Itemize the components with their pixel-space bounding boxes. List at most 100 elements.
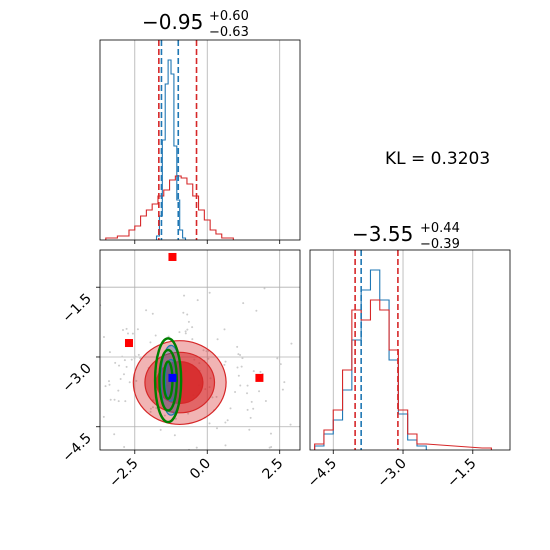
- scatter-point-24: [133, 357, 136, 360]
- scatter-point-125: [113, 433, 116, 436]
- scatter-point-87: [211, 396, 214, 399]
- hist-y-panel: −4.5 −3.0 −1.5: [305, 249, 511, 491]
- scatter-point-41: [126, 332, 129, 335]
- scatter-point-8: [205, 350, 208, 353]
- scatter-point-58: [208, 422, 211, 425]
- scatter-point-146: [246, 408, 249, 411]
- scatter-point-77: [61, 447, 63, 449]
- scatter-point-14: [109, 398, 112, 401]
- scatter-point-92: [139, 357, 142, 360]
- scatter-point-42: [102, 336, 105, 339]
- scatter-point-116: [113, 398, 116, 401]
- scatter-point-149: [239, 353, 242, 356]
- scatter-point-106: [249, 416, 252, 419]
- scatter-point-23: [184, 330, 187, 333]
- scatter-point-5: [195, 446, 198, 449]
- scatter-point-0: [117, 400, 120, 403]
- scatter-point-60: [240, 365, 243, 368]
- scatter-point-56: [279, 363, 282, 366]
- green-contour-0: [153, 337, 183, 424]
- scatter-point-76: [145, 309, 148, 312]
- scatter-point-99: [202, 349, 205, 352]
- scatter-xtick-label-2: 2.5: [259, 456, 286, 483]
- hist-x-title: −0.95 +0.60 −0.63: [142, 9, 249, 40]
- scatter-point-44: [264, 399, 267, 402]
- scatter-point-145: [255, 309, 258, 312]
- scatter-point-105: [173, 453, 175, 455]
- scatter-point-122: [167, 335, 170, 338]
- scatter-point-84: [246, 392, 249, 395]
- scatter-point-32: [215, 427, 218, 430]
- scatter-point-147: [215, 395, 218, 398]
- scatter-point-155: [236, 366, 239, 369]
- scatter-point-144: [137, 353, 140, 356]
- scatter-panel: −2.5 0.0 2.5 −1.5 −3.0 −4.5: [59, 249, 303, 513]
- scatter-point-143: [117, 389, 120, 392]
- scatter-point-2: [108, 383, 111, 386]
- scatter-point-46: [125, 365, 128, 368]
- scatter-point-114: [259, 370, 262, 373]
- scatter-point-45: [68, 280, 70, 282]
- scatter-point-113: [104, 385, 107, 388]
- hist-y-xtick-label-1: −3.0: [374, 456, 409, 491]
- scatter-point-115: [172, 481, 174, 483]
- scatter-point-53: [163, 414, 166, 417]
- scatter-point-4: [130, 358, 133, 361]
- scatter-inner: [61, 280, 303, 513]
- scatter-point-72: [149, 407, 152, 410]
- scatter-point-57: [301, 369, 303, 371]
- hist-x-title-sup: +0.60: [209, 9, 249, 24]
- hist-x-series-1: [105, 175, 234, 240]
- scatter-point-100: [81, 395, 83, 397]
- scatter-point-123: [187, 320, 190, 323]
- scatter-point-3: [268, 446, 271, 449]
- scatter-point-12: [72, 352, 74, 354]
- scatter-point-133: [223, 328, 226, 331]
- hist-y-series-0: [314, 269, 427, 450]
- scatter-point-33: [114, 361, 117, 364]
- hist-y-title-sup: +0.44: [420, 221, 460, 236]
- scatter-point-48: [226, 419, 229, 422]
- hist-y-title-sub: −0.39: [420, 237, 460, 252]
- scatter-point-140: [124, 400, 127, 403]
- green-contour-1: [158, 348, 179, 412]
- scatter-point-79: [229, 407, 232, 410]
- scatter-point-80: [123, 359, 126, 362]
- scatter-point-63: [151, 312, 154, 315]
- scatter-point-40: [237, 374, 240, 377]
- scatter-point-27: [237, 353, 240, 356]
- scatter-point-148: [224, 421, 227, 424]
- scatter-point-111: [242, 302, 245, 305]
- scatter-point-151: [182, 311, 185, 314]
- scatter-ytick-label-2: −4.5: [59, 430, 94, 465]
- scatter-ytick-label-1: −3.0: [59, 360, 94, 395]
- blue-marker: [168, 373, 177, 382]
- scatter-point-137: [150, 463, 152, 465]
- scatter-point-34: [186, 313, 189, 316]
- scatter-point-81: [269, 432, 272, 435]
- hist-x-frame: [99, 39, 301, 241]
- scatter-point-67: [236, 345, 239, 348]
- scatter-point-88: [239, 384, 242, 387]
- scatter-point-97: [246, 384, 249, 387]
- scatter-point-136: [102, 415, 105, 418]
- scatter-point-43: [174, 417, 177, 420]
- scatter-point-132: [125, 327, 128, 330]
- scatter-point-55: [224, 444, 227, 447]
- scatter-point-9: [119, 377, 122, 380]
- hist-y-series-1: [314, 299, 492, 450]
- scatter-point-66: [224, 360, 227, 363]
- scatter-point-109: [108, 351, 111, 354]
- scatter-point-112: [178, 331, 181, 334]
- scatter-point-119: [252, 370, 255, 373]
- hist-x-title-sub: −0.63: [209, 25, 249, 40]
- scatter-point-69: [185, 511, 187, 513]
- scatter-point-21: [289, 423, 292, 426]
- scatter-point-52: [263, 287, 266, 290]
- scatter-point-90: [241, 357, 244, 360]
- scatter-point-104: [123, 445, 126, 448]
- scatter-point-10: [276, 357, 279, 360]
- hist-x-title-main: −0.95: [142, 10, 203, 34]
- scatter-point-22: [248, 428, 251, 431]
- hist-x-panel: [99, 39, 301, 244]
